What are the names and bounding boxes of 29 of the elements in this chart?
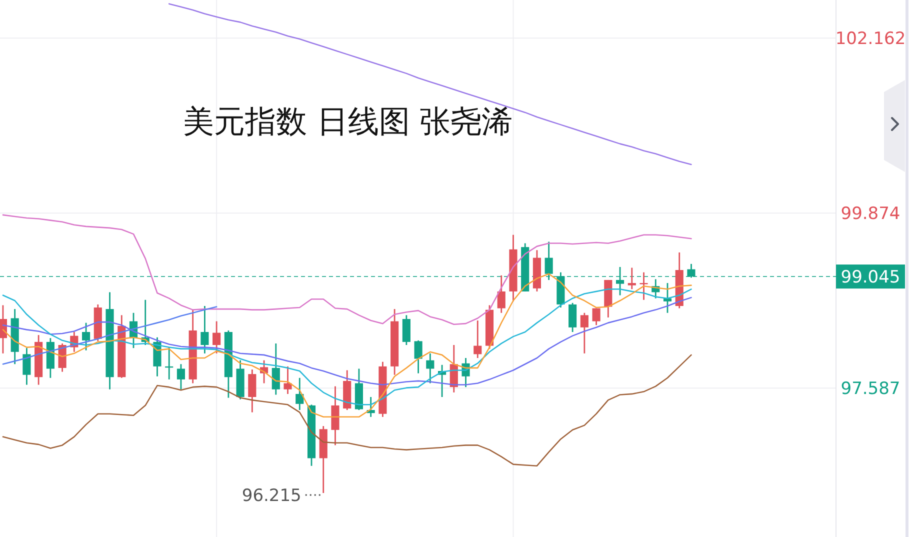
line-series (168, 3, 692, 166)
ref-line-label: 99.045 (840, 268, 900, 288)
candlestick (663, 282, 672, 314)
y-tick-label: 99.874 (840, 204, 900, 224)
candlestick (402, 314, 410, 346)
line-series (2, 354, 692, 467)
candlestick (426, 352, 434, 384)
y-tick-label: 97.587 (840, 379, 900, 400)
candlestick (296, 377, 304, 411)
annotation: 96.215 (242, 486, 302, 506)
candlestick (497, 274, 506, 314)
candlestick (592, 308, 600, 326)
candlestick (248, 368, 256, 414)
line-series (2, 288, 692, 406)
candlestick (176, 363, 185, 390)
line-series (2, 214, 692, 325)
candlestick (272, 342, 280, 396)
candlestick (212, 320, 221, 354)
candlestick (82, 322, 90, 352)
candlestick (284, 366, 292, 395)
candlestick (474, 320, 482, 359)
candlestick (414, 340, 422, 374)
candlestick (22, 347, 31, 386)
candlestick (568, 302, 577, 333)
text: 美元指数 日线图 张尧浠 (183, 104, 513, 140)
candlestick (580, 312, 588, 354)
candlestick (200, 305, 209, 354)
candlestick (628, 267, 636, 290)
y-tick-label: 102.162 (835, 29, 906, 50)
